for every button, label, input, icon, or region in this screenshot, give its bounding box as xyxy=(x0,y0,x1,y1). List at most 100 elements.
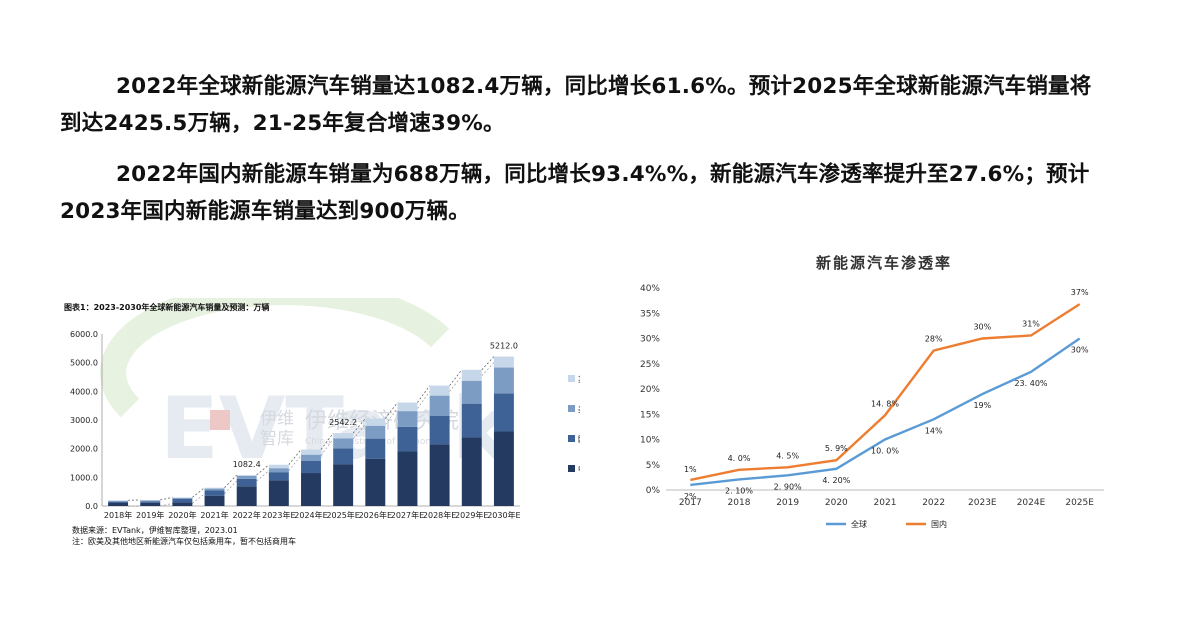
point-label: 19% xyxy=(973,401,991,410)
x-tick-label: 2018年 xyxy=(104,510,132,520)
bar-total-label: 2542.2 xyxy=(329,418,357,427)
bar-segment xyxy=(204,495,225,506)
trend-line xyxy=(320,432,334,450)
bar-segment xyxy=(172,502,193,506)
y-tick-label: 20% xyxy=(640,385,660,395)
trend-line xyxy=(224,480,237,494)
bar-segment xyxy=(397,411,418,427)
x-tick-label: 2017 xyxy=(679,498,702,508)
x-tick-label: 2029年E xyxy=(455,510,488,520)
point-label: 14% xyxy=(925,426,943,435)
point-label: 31% xyxy=(1022,319,1040,328)
paragraph-global-sales: 2022年全球新能源汽车销量达1082.4万辆，同比增长61.6%。预计2025… xyxy=(60,68,1150,142)
bar-segment xyxy=(172,498,193,503)
bar-segment xyxy=(429,444,450,506)
footnote: 注：欧美及其他地区新能源汽车仅包括乘用车，暂不包括商用车 xyxy=(72,536,296,546)
y-tick-label: 2000.0 xyxy=(70,445,98,454)
bar-segment xyxy=(140,499,161,501)
bar-segment xyxy=(268,480,289,506)
paragraph-domestic-sales: 2022年国内新能源车销量为688万辆，同比增长93.4%%，新能源汽车渗透率提… xyxy=(60,156,1150,230)
legend-swatch xyxy=(568,435,575,442)
x-tick-label: 2019年 xyxy=(136,510,164,520)
y-tick-label: 1000.0 xyxy=(70,473,98,482)
legend-label: 国内 xyxy=(931,519,947,529)
global-sales-svg: EVTank 伊维 智库 伊维经济研究院 China Ya Institute … xyxy=(64,279,594,546)
bar-segment xyxy=(301,473,321,506)
bar-segment xyxy=(204,488,225,491)
bar-segment xyxy=(493,356,514,368)
trend-line xyxy=(160,497,173,501)
trend-line xyxy=(417,385,430,403)
x-tick-label: 2020年 xyxy=(168,510,196,520)
data-labels: 1082.4 2542.2 5212.0 xyxy=(233,342,518,469)
series-lines xyxy=(690,303,1081,487)
y-tick-label: 5% xyxy=(646,461,661,471)
bar-segment xyxy=(365,458,386,506)
bar-segment xyxy=(236,478,257,487)
legend-swatch xyxy=(568,375,575,382)
trend-line xyxy=(256,464,270,476)
bar-segment xyxy=(429,385,450,396)
series-line xyxy=(690,303,1081,482)
trend-line xyxy=(352,424,366,440)
x-tick-label: 2030年E xyxy=(487,510,520,520)
bar-segment xyxy=(461,380,482,404)
point-label: 30% xyxy=(973,323,991,332)
penetration-svg: 新能源汽车渗透率 0% 5% 10% 15% 20% 25% 30% 35% 40% 2017 20… xyxy=(640,254,1104,529)
point-label: 2. 90% xyxy=(774,482,802,491)
point-label: 5. 9% xyxy=(825,444,848,453)
y-tick-label: 5000.0 xyxy=(70,359,98,368)
bar-segment xyxy=(365,425,386,439)
penetration-rate-chart: 新能源汽车渗透率 0% 5% 10% 15% 20% 25% 30% 35% 40% 2017 20… xyxy=(636,246,1116,536)
y-axis: 0% 5% 10% 15% 20% 25% 30% 35% 40% 2017 2018 2019 202… xyxy=(640,284,1104,508)
y-tick-label: 4000.0 xyxy=(70,387,98,396)
bar-segment xyxy=(172,497,193,498)
x-tick-label: 2022 xyxy=(922,498,945,508)
paragraph-line: 到达2425.5万辆，21-25年复合增速39%。 xyxy=(60,111,505,136)
trend-line xyxy=(352,418,366,434)
legend-swatch xyxy=(568,465,575,472)
bar-segment xyxy=(301,460,321,474)
x-tick-label: 2027年E xyxy=(391,510,424,520)
x-tick-label: 2026年E xyxy=(359,510,392,520)
trend-line xyxy=(481,362,495,377)
trend-line xyxy=(481,356,495,371)
trend-line xyxy=(160,503,173,507)
series-line xyxy=(690,337,1081,487)
bar-segment xyxy=(108,500,129,502)
trend-line xyxy=(384,402,398,419)
point-label: 30% xyxy=(1071,346,1089,355)
point-label: 1% xyxy=(684,465,697,474)
source-note: 数据来源：EVTank，伊维智库整理，2023.01 xyxy=(72,525,238,535)
bar-segment xyxy=(268,472,289,481)
trend-line xyxy=(224,474,238,489)
paragraph-line: 2022年全球新能源汽车销量达1082.4万辆，同比增长61.6%。预计2025… xyxy=(116,74,1092,99)
bar-segment xyxy=(333,433,354,439)
bar-total-label: 5212.0 xyxy=(490,342,518,351)
x-tick-label: 2024E xyxy=(1017,498,1046,508)
paragraph-line: 2023年国内新能源车销量达到900万辆。 xyxy=(60,199,470,224)
trend-line xyxy=(449,369,463,386)
bar-segment xyxy=(397,402,418,412)
point-label: 2% xyxy=(684,492,697,501)
point-label: 10. 0% xyxy=(871,447,899,456)
point-label: 23. 40% xyxy=(1014,379,1047,388)
trend-line xyxy=(288,449,302,465)
bar-segment xyxy=(429,415,450,445)
bar-segment xyxy=(493,393,514,432)
legend-label: 全球 xyxy=(851,519,867,529)
x-tick-label: 2018 xyxy=(728,498,751,508)
trend-line xyxy=(385,408,398,425)
bar-segment xyxy=(365,438,386,459)
watermark-cn-line1: 伊维 xyxy=(260,409,294,429)
point-label: 4. 20% xyxy=(822,476,850,485)
bar-segment xyxy=(236,474,257,476)
x-tick-label: 2021 xyxy=(874,498,897,508)
y-tick-label: 15% xyxy=(640,410,660,420)
y-tick-label: 10% xyxy=(640,436,660,446)
x-tick-label: 2025E xyxy=(1065,498,1094,508)
legend-label: 美国 xyxy=(578,404,580,414)
y-tick-label: 6000.0 xyxy=(70,330,98,339)
point-label: 2. 10% xyxy=(725,486,753,495)
y-tick-label: 40% xyxy=(640,284,660,294)
